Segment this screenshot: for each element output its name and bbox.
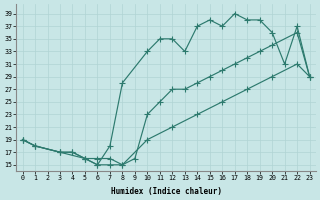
X-axis label: Humidex (Indice chaleur): Humidex (Indice chaleur) bbox=[111, 187, 221, 196]
